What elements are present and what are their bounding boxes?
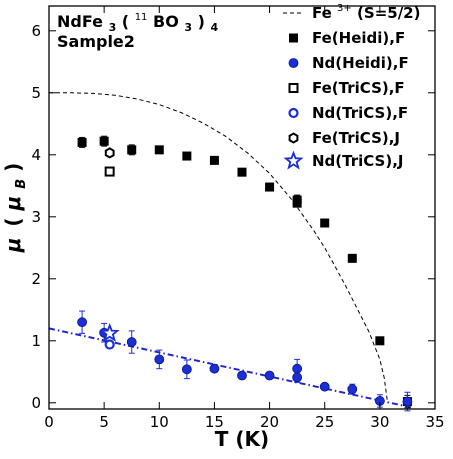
data-point-fe-heidi-f xyxy=(127,145,137,155)
data-point-fe-heidi-f xyxy=(292,198,302,208)
legend-key-fe-heidi-f xyxy=(289,33,298,43)
data-point-nd-heidi-f xyxy=(264,370,275,381)
series-nd-heidi-f xyxy=(77,310,413,412)
y-label-mu2: μ xyxy=(1,196,25,212)
legend-curve-base: Fe xyxy=(312,4,332,22)
data-point-nd-trics-j xyxy=(99,322,120,342)
data-point-fe-heidi-f xyxy=(320,218,330,228)
fe3-curve-line xyxy=(49,92,389,403)
data-point-nd-heidi-f xyxy=(319,381,330,392)
y-tick-label: 5 xyxy=(31,84,41,102)
legend-label-fe-trics-f: Fe(TriCS),F xyxy=(312,79,405,97)
title-paren-open: ( xyxy=(122,12,129,31)
x-axis-label: T (K) xyxy=(215,427,269,451)
y-label-mu: μ xyxy=(1,238,25,254)
data-point-nd-heidi-f xyxy=(77,317,87,328)
data-point-nd-heidi-f xyxy=(181,364,192,375)
title-sub-a: 3 xyxy=(109,21,117,34)
legend-label-nd-trics-j: Nd(TriCS),J xyxy=(312,152,404,170)
plot-frame xyxy=(48,5,436,410)
x-tick-label: 30 xyxy=(370,413,389,431)
y-label-sub: B xyxy=(14,179,29,189)
x-tick-label: 35 xyxy=(425,413,444,431)
nd-fit-line xyxy=(48,327,414,409)
chart-title: NdFe 3 ( 11 BO 3 ) 4 xyxy=(57,5,219,35)
y-tick-label: 4 xyxy=(31,146,41,164)
data-point-fe-heidi-f xyxy=(182,151,192,161)
legend-label-nd-trics-f: Nd(TriCS),F xyxy=(312,104,408,122)
legend-key-nd-trics-f xyxy=(288,107,299,119)
data-point-fe-heidi-f xyxy=(237,167,247,177)
data-point-nd-heidi-f xyxy=(292,363,303,374)
y-axis-label: μ ( μ B ) xyxy=(1,163,30,254)
data-point-fe-heidi-f xyxy=(347,253,357,263)
legend: Fe 3+ (S=5/2) Fe(Heidi),F Nd(Heidi),F Fe(T… xyxy=(283,0,420,170)
x-tick-label: 10 xyxy=(150,413,169,431)
data-point-nd-trics-f xyxy=(104,339,115,350)
data-point-fe-trics-f xyxy=(104,166,115,177)
legend-label-nd-heidi-f: Nd(Heidi),F xyxy=(312,54,409,72)
series-fe-heidi-f xyxy=(77,135,412,409)
legend-curve-sup: 3+ xyxy=(337,3,352,14)
x-tick-label: 25 xyxy=(315,413,334,431)
x-tick-label: 0 xyxy=(44,413,54,431)
title-paren-close: ) xyxy=(198,12,205,31)
data-point-nd-heidi-f xyxy=(126,337,137,347)
x-tick-label: 20 xyxy=(260,413,279,431)
data-point-nd-heidi-f xyxy=(292,372,303,383)
data-point-fe-trics-j xyxy=(104,147,115,159)
data-point-fe-heidi-f xyxy=(375,336,385,346)
data-point-nd-heidi-f xyxy=(347,384,358,395)
chart-subtitle: Sample2 xyxy=(57,32,135,51)
legend-label-fe-heidi-f: Fe(Heidi),F xyxy=(312,29,405,47)
y-tick-label: 3 xyxy=(31,208,41,226)
series-nd-trics-j xyxy=(99,322,120,342)
legend-label-fe-trics-j: Fe(TriCS),J xyxy=(312,129,400,147)
data-point-nd-heidi-f xyxy=(154,354,165,365)
legend-key-nd-trics-j xyxy=(283,150,304,170)
title-nd: NdFe xyxy=(57,12,103,31)
title-sub-c: 4 xyxy=(211,21,219,34)
y-tick-label: 6 xyxy=(31,22,41,40)
y-tick-label: 0 xyxy=(31,394,41,412)
data-point-nd-heidi-f xyxy=(237,370,247,381)
data-point-nd-heidi-f xyxy=(402,396,413,407)
plot-area xyxy=(48,92,414,412)
y-label-open: ( xyxy=(1,217,25,226)
legend-key-fe-trics-j xyxy=(288,132,299,144)
data-point-fe-heidi-f xyxy=(209,155,219,165)
series-fe-trics-j xyxy=(104,147,115,159)
data-point-nd-heidi-f xyxy=(209,363,220,374)
legend-key-nd-heidi-f xyxy=(288,58,299,68)
y-tick-label: 1 xyxy=(31,332,41,350)
x-tick-label: 5 xyxy=(99,413,109,431)
legend-label-fe-curve: Fe 3+ (S=5/2) xyxy=(312,0,420,22)
legend-curve-rest: (S=5/2) xyxy=(357,4,420,22)
data-point-fe-heidi-f xyxy=(99,136,109,146)
legend-key-fe-trics-f xyxy=(288,83,299,93)
series-nd-trics-f xyxy=(104,339,115,350)
data-point-fe-heidi-f xyxy=(77,137,87,147)
title-sup-iso: 11 xyxy=(135,12,148,23)
title-bo: BO xyxy=(153,12,179,31)
data-point-fe-heidi-f xyxy=(154,145,164,155)
data-point-fe-heidi-f xyxy=(265,182,275,192)
axes: 0 5 10 15 20 25 30 35 0 1 2 3 4 5 6 xyxy=(31,5,445,431)
y-label-close: ) xyxy=(1,163,25,172)
series-fe-trics-f xyxy=(104,166,115,177)
y-tick-label: 2 xyxy=(31,270,41,288)
x-tick-label: 15 xyxy=(205,413,224,431)
title-sub-b: 3 xyxy=(184,21,192,34)
